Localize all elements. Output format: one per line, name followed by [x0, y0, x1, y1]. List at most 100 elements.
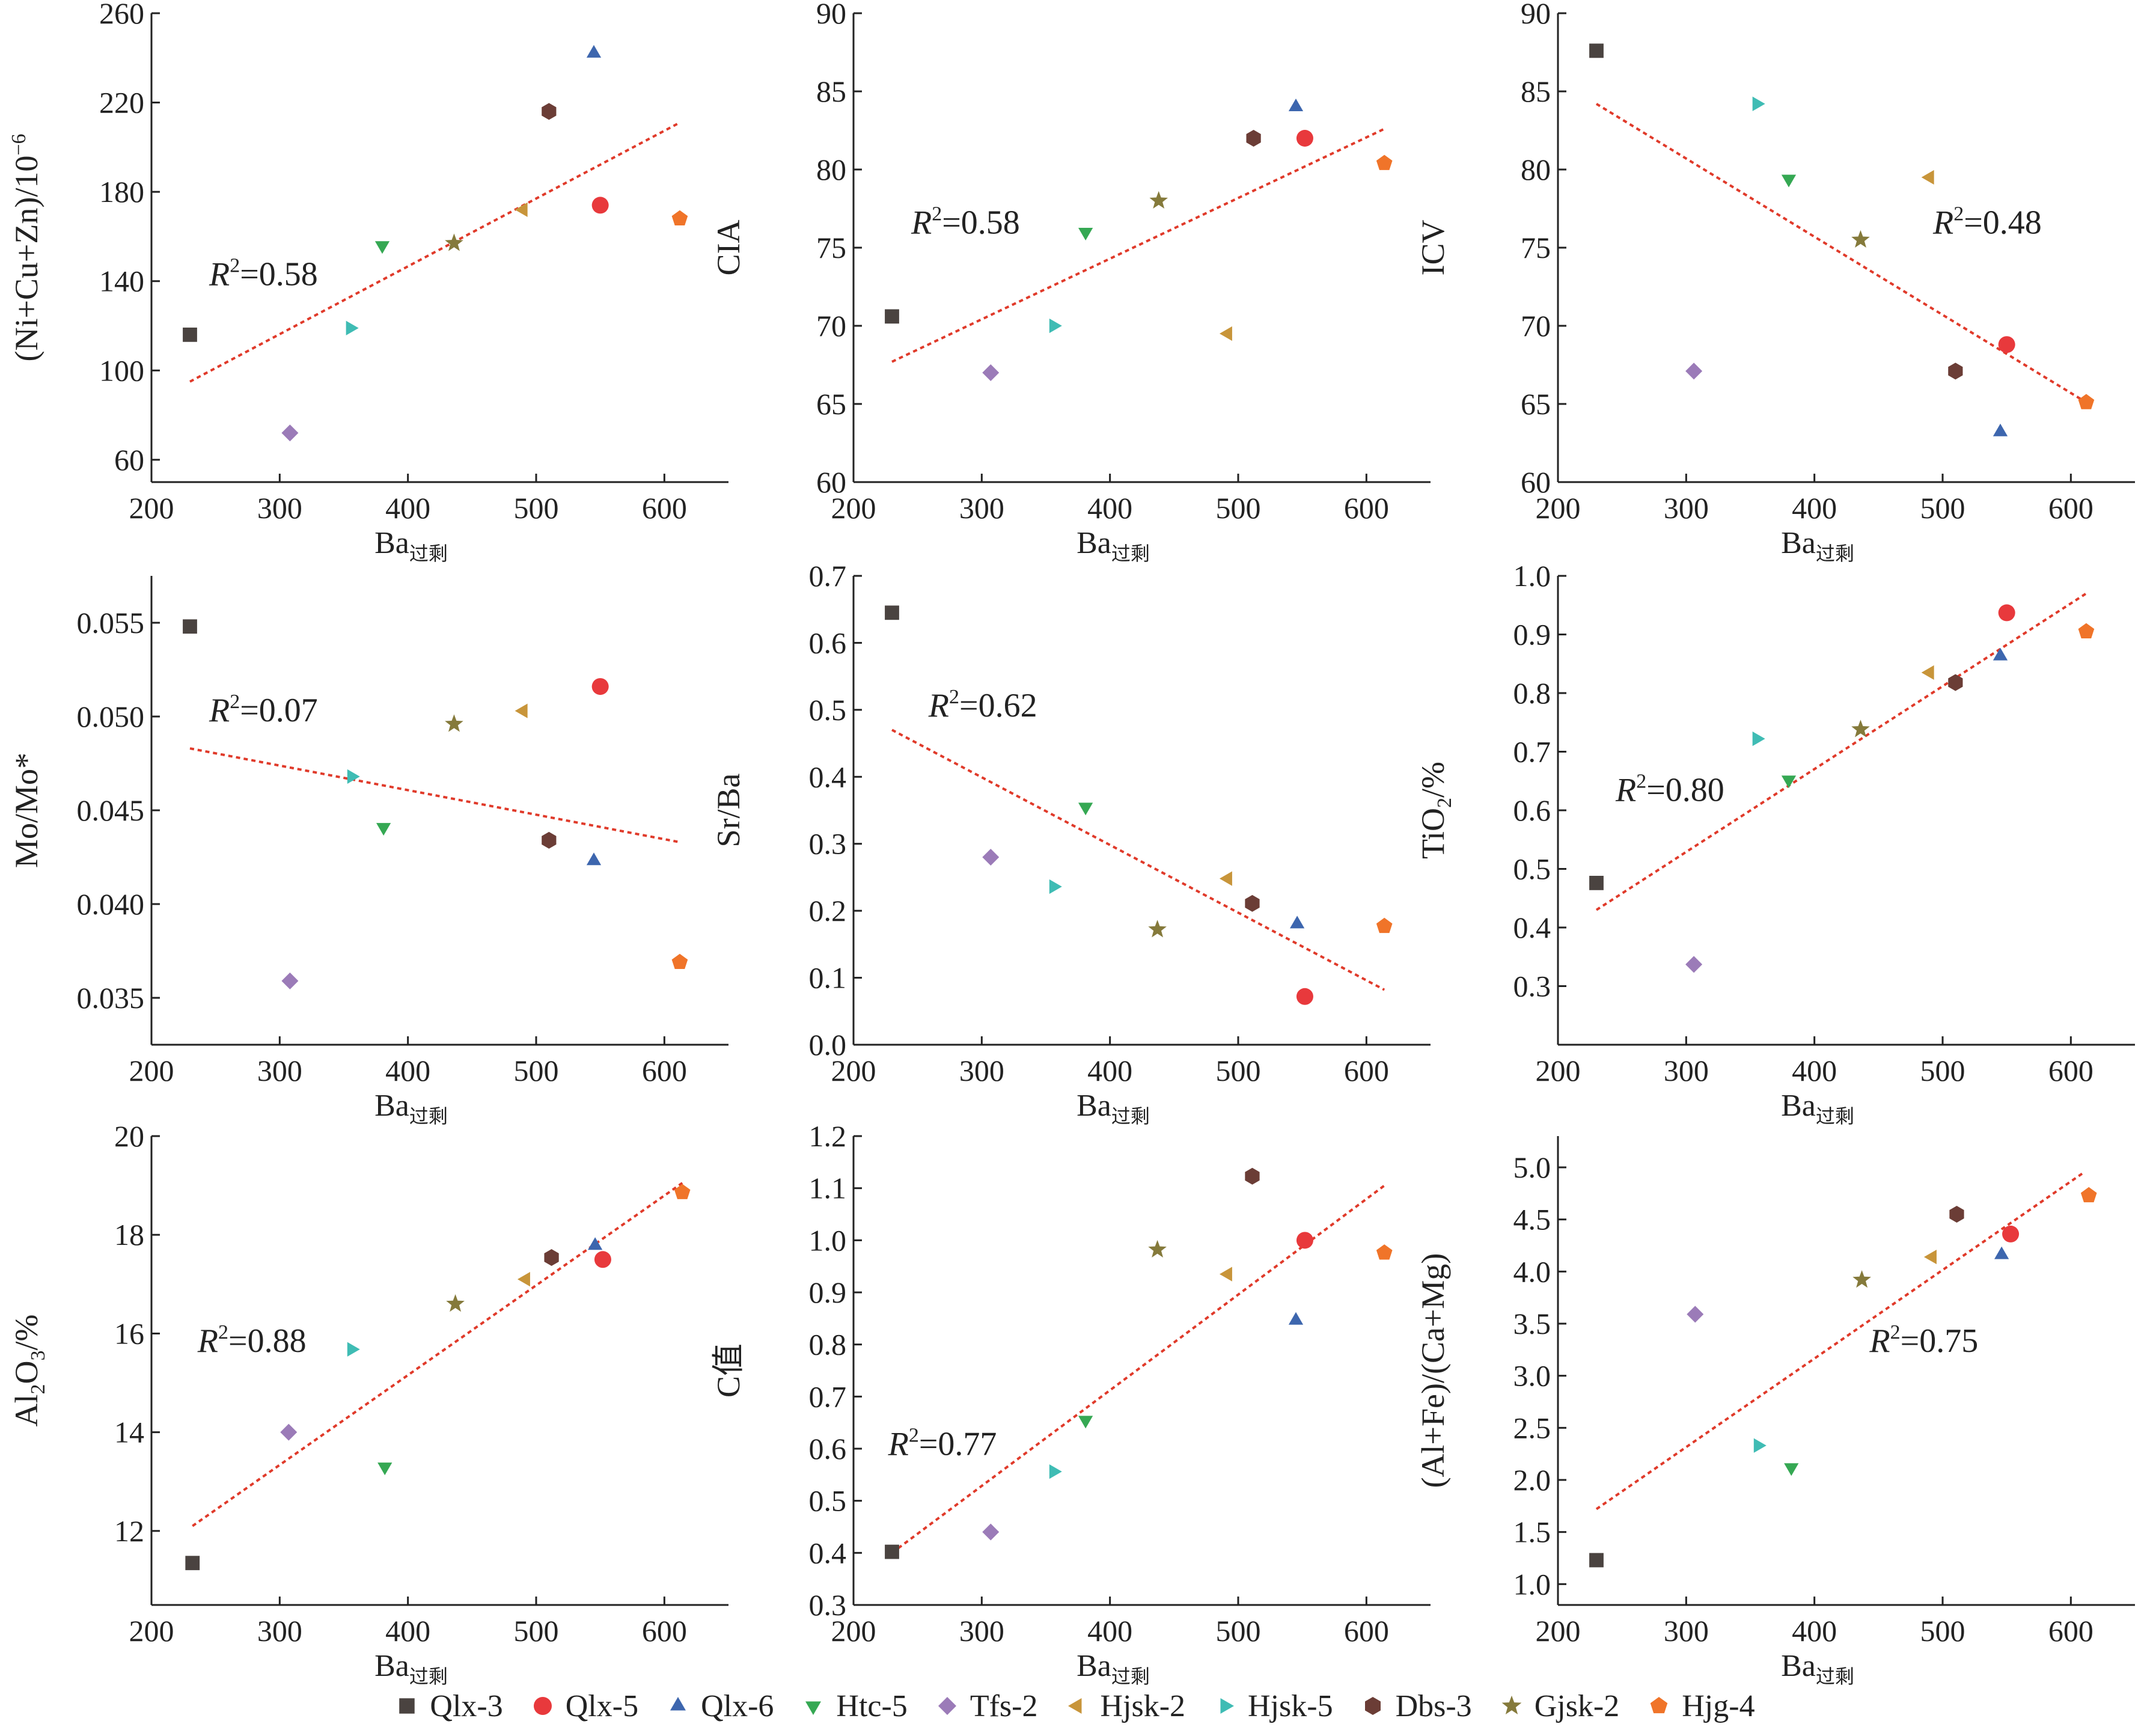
data-point-qlx-5	[591, 197, 609, 214]
data-point-qlx-5	[1998, 336, 2015, 353]
legend-label: Hjsk-5	[1248, 1689, 1333, 1723]
legend-item-gjsk-2: Gjsk-2	[1500, 1689, 1619, 1724]
x-tick-label: 200	[129, 1054, 174, 1087]
y-tick-label: 260	[99, 0, 144, 30]
x-tick-label: 400	[1087, 1614, 1132, 1648]
y-tick-label: 90	[1521, 0, 1551, 30]
x-tick-label: 200	[1536, 1614, 1581, 1648]
x-axis-label: Ba过剩	[1077, 1089, 1150, 1128]
y-tick-label: 0.3	[809, 827, 847, 861]
y-tick-label: 0.1	[809, 961, 847, 995]
x-tick-label: 500	[514, 1614, 559, 1648]
x-tick-label: 400	[385, 491, 430, 525]
data-point-qlx-3	[183, 619, 197, 634]
data-point-htc-5	[1078, 802, 1093, 816]
y-tick-label: 0.4	[809, 1536, 847, 1569]
legend-marker	[1364, 1697, 1381, 1715]
chart-panel-8: 200 300 400 500 600 0.3 0.4 0.5 0.6 0.7 0.8 0.9 1.0 1…	[710, 1119, 1431, 1688]
x-axis-label: Ba过剩	[374, 1089, 448, 1128]
x-tick-label: 500	[1920, 1614, 1965, 1648]
data-point-tfs-2	[1685, 956, 1703, 973]
y-tick-label: 65	[816, 387, 846, 421]
data-point-hjsk-5	[347, 769, 360, 784]
y-tick-label: 1.0	[1513, 559, 1551, 593]
y-tick-label: 1.2	[809, 1119, 847, 1153]
data-point-tfs-2	[281, 972, 299, 989]
y-axis-label: TiO2/%	[1415, 762, 1456, 859]
y-tick-label: 1.5	[1513, 1515, 1551, 1549]
x-axis-label: Ba过剩	[1781, 526, 1854, 565]
y-tick-label: 90	[816, 0, 846, 30]
trend-line	[1595, 103, 2087, 404]
data-point-htc-5	[374, 241, 390, 254]
x-tick-label: 300	[1664, 491, 1709, 525]
data-point-gjsk-2	[445, 714, 463, 732]
y-tick-label: 0.045	[77, 793, 145, 827]
data-point-hjsk-5	[1049, 879, 1062, 894]
y-tick-label: 0.9	[1513, 618, 1551, 652]
data-point-hjsk-5	[346, 320, 359, 335]
data-point-hjsk-2	[1921, 665, 1934, 680]
x-tick-label: 600	[2048, 491, 2094, 525]
data-point-htc-5	[1784, 1463, 1799, 1476]
r-squared-label: R2=0.80	[1615, 770, 1724, 808]
hexagon-marker	[1364, 1697, 1381, 1715]
y-tick-label: 0.8	[1513, 676, 1551, 710]
y-axis-label: (Al+Fe)/(Ca+Mg)	[1415, 1253, 1451, 1488]
y-tick-label: 0.5	[809, 1484, 847, 1518]
y-tick-label: 0.3	[1513, 970, 1551, 1003]
triangle-up-marker	[670, 1697, 686, 1711]
x-tick-label: 400	[1792, 1054, 1837, 1087]
data-point-dbs-3	[1948, 674, 1963, 691]
x-tick-label: 500	[1920, 491, 1965, 525]
y-tick-label: 0.7	[1513, 735, 1551, 769]
data-point-dbs-3	[542, 103, 557, 120]
legend-label: Dbs-3	[1395, 1689, 1472, 1723]
data-point-hjg-4	[671, 210, 688, 226]
x-tick-label: 200	[1536, 491, 1581, 525]
legend-marker	[805, 1701, 822, 1715]
data-point-hjg-4	[2078, 394, 2095, 409]
legend-label: Htc-5	[836, 1689, 908, 1723]
data-point-hjsk-2	[517, 1271, 530, 1287]
x-tick-label: 400	[385, 1054, 430, 1087]
x-tick-label: 300	[1664, 1054, 1709, 1087]
x-tick-label: 600	[2048, 1614, 2094, 1648]
y-tick-label: 3.5	[1513, 1307, 1551, 1340]
data-point-htc-5	[1078, 1416, 1093, 1429]
data-point-hjsk-5	[1752, 731, 1765, 747]
y-tick-label: 1.0	[1513, 1567, 1551, 1601]
x-tick-label: 400	[1792, 1614, 1837, 1648]
trend-line	[891, 127, 1385, 363]
square-marker	[399, 1698, 415, 1714]
data-point-hjsk-5	[1049, 318, 1062, 334]
legend-label: Qlx-3	[430, 1689, 503, 1723]
y-tick-label: 2.0	[1513, 1463, 1551, 1497]
trend-line	[192, 1182, 683, 1527]
data-point-dbs-3	[1245, 1167, 1260, 1185]
x-tick-label: 200	[129, 1614, 174, 1648]
legend-item-qlx-3: Qlx-3	[395, 1689, 503, 1724]
chart-panel-2: 200 300 400 500 600 60 65 70 75 80 85 90 Ba过剩 CIA R2=0…	[710, 0, 1431, 565]
data-point-dbs-3	[1246, 130, 1261, 147]
legend-marker	[1501, 1695, 1522, 1714]
x-tick-label: 200	[831, 1054, 876, 1087]
data-point-qlx-3	[183, 327, 197, 342]
y-tick-label: 4.0	[1513, 1255, 1551, 1288]
data-point-qlx-5	[1296, 988, 1313, 1005]
legend: Qlx-3 Qlx-5 Qlx-6 Htc-5 Tfs-2 Hjsk-2 Hjsk-5 Dbs…	[0, 1682, 2150, 1730]
r-squared-label: R2=0.07	[209, 691, 318, 729]
y-tick-label: 2.5	[1513, 1411, 1551, 1444]
data-point-qlx-3	[185, 1556, 200, 1571]
legend-item-htc-5: Htc-5	[801, 1689, 908, 1724]
data-point-hjg-4	[1376, 1244, 1393, 1260]
data-point-tfs-2	[281, 424, 299, 442]
y-tick-label: 75	[1521, 231, 1551, 264]
data-point-dbs-3	[542, 831, 557, 849]
x-tick-label: 500	[1216, 1054, 1261, 1087]
trend-line	[891, 729, 1385, 991]
legend-item-qlx-6: Qlx-6	[666, 1689, 774, 1724]
x-tick-label: 500	[1216, 1614, 1261, 1648]
y-tick-label: 0.4	[1513, 911, 1551, 944]
y-tick-label: 75	[816, 231, 846, 264]
